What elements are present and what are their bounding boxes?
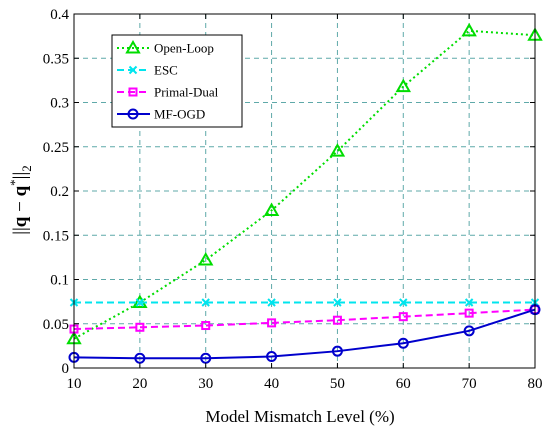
x-tick-label: 80 xyxy=(528,376,543,392)
y-tick-label: 0.2 xyxy=(50,184,69,200)
y-tick-label: 0.4 xyxy=(50,7,69,23)
series-esc xyxy=(69,298,540,307)
data-point-mf-ogd xyxy=(331,345,343,357)
legend-marker-esc xyxy=(128,65,138,75)
data-point-mf-ogd xyxy=(397,337,409,349)
x-tick-label: 40 xyxy=(264,376,279,392)
x-tick-label: 70 xyxy=(462,376,477,392)
data-point-mf-ogd xyxy=(200,352,212,364)
x-tick-label: 30 xyxy=(198,376,213,392)
data-point-primal-dual xyxy=(332,315,342,325)
data-point-primal-dual xyxy=(267,318,277,328)
data-point-mf-ogd xyxy=(463,325,475,337)
y-tick-label: 0.05 xyxy=(43,317,69,333)
data-point-open-loop xyxy=(329,143,346,157)
y-axis-label: ||q − q*||2 xyxy=(7,165,34,235)
legend-box xyxy=(111,34,243,128)
legend-label-esc: ESC xyxy=(154,63,178,78)
data-point-esc xyxy=(135,298,145,307)
data-point-open-loop xyxy=(263,202,280,216)
x-tick-label: 60 xyxy=(396,376,411,392)
x-tick-label: 10 xyxy=(67,376,82,392)
series-primal-dual xyxy=(69,305,540,334)
x-axis-label: Model Mismatch Level (%) xyxy=(205,407,394,426)
data-point-esc xyxy=(464,298,474,307)
data-point-open-loop xyxy=(395,78,412,93)
data-point-primal-dual xyxy=(464,308,474,318)
data-point-esc xyxy=(333,298,342,307)
legend-marker-open-loop xyxy=(125,39,141,54)
x-tick-label: 20 xyxy=(132,376,147,392)
data-point-open-loop xyxy=(461,22,477,37)
legend: Open-Loop ESC Primal-Dual MF-OGD xyxy=(111,34,243,128)
series-line-open-loop xyxy=(73,29,536,340)
data-point-esc xyxy=(267,298,276,307)
y-tick-label: 0.35 xyxy=(43,51,69,67)
data-point-primal-dual xyxy=(398,312,408,322)
y-tick-label: 0.1 xyxy=(50,273,69,289)
x-tick-label: 50 xyxy=(330,376,345,392)
legend-label-open-loop: Open-Loop xyxy=(154,41,214,56)
series-line-mf-ogd xyxy=(73,308,536,360)
y-tick-label: 0.3 xyxy=(50,96,69,112)
legend-label-primal-dual: Primal-Dual xyxy=(154,85,219,100)
data-point-primal-dual xyxy=(135,322,145,332)
data-point-mf-ogd xyxy=(134,352,146,364)
data-point-open-loop xyxy=(197,252,214,266)
y-tick-label: 0.15 xyxy=(43,228,69,244)
legend-label-mf-ogd: MF-OGD xyxy=(154,107,205,122)
legend-marker-primal-dual xyxy=(128,87,138,97)
y-tick-label: 0.25 xyxy=(43,140,69,156)
data-point-esc xyxy=(399,298,408,307)
y-tick-label: 0 xyxy=(62,361,70,377)
data-point-mf-ogd xyxy=(266,350,278,362)
data-point-primal-dual xyxy=(201,321,211,331)
legend-marker-mf-ogd xyxy=(127,108,139,120)
data-point-esc xyxy=(201,298,210,307)
axis-ticks: 10 20 30 40 50 60 70 80 0 0.05 0.1 0.15 0.2 0.25 0.3 0.… xyxy=(43,7,543,392)
